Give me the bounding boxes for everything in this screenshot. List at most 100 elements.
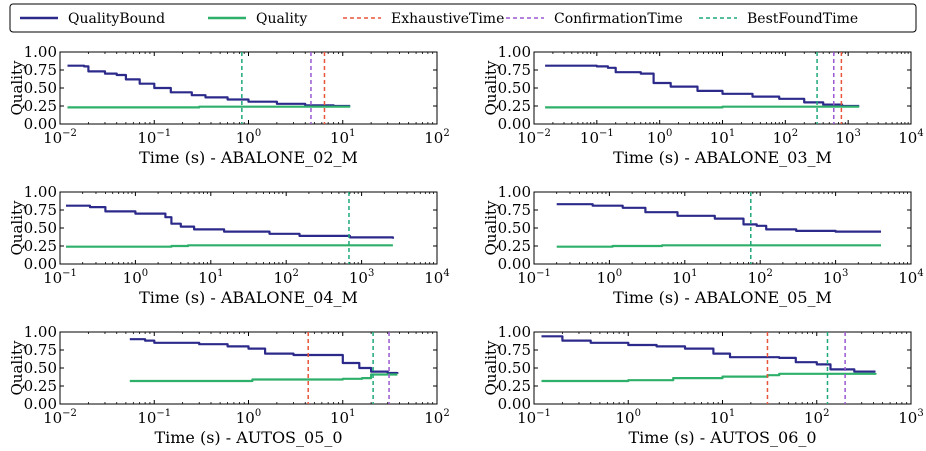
y-tick-label: 0.50 — [498, 359, 531, 377]
y-axis-label: Quality — [482, 60, 500, 116]
y-tick-label: 0.75 — [24, 341, 57, 359]
x-tick-label: 101 — [710, 128, 735, 147]
x-tick-base: 10 — [424, 129, 443, 147]
x-tick-label: 10−1 — [580, 128, 614, 147]
x-tick-exp: 1 — [729, 128, 735, 139]
series-quality — [129, 373, 398, 383]
x-axis-label: Time (s) - AUTOS_06_0 — [628, 428, 816, 447]
legend-label: QualityBound — [68, 11, 165, 27]
x-tick-exp: 3 — [855, 128, 861, 139]
x-tick-base: 10 — [747, 269, 766, 287]
x-tick-base: 10 — [137, 129, 156, 147]
x-axis-label: Time (s) - AUTOS_05_0 — [154, 428, 342, 447]
y-tick-label: 0.25 — [498, 97, 531, 115]
x-tick-exp: −1 — [599, 128, 614, 139]
x-tick-exp: 0 — [666, 128, 672, 139]
x-tick-label: 102 — [747, 268, 772, 287]
x-tick-exp: 3 — [368, 268, 374, 279]
y-tick-label: 0.25 — [498, 377, 531, 395]
y-axis-label: Quality — [482, 340, 500, 396]
plot-frame — [59, 331, 438, 405]
y-tick-label: 0.75 — [24, 201, 57, 219]
y-tick-label: 0.75 — [498, 341, 531, 359]
series-qualitybound — [129, 338, 399, 375]
series-qualitybound — [541, 335, 876, 373]
x-tick-exp: 0 — [255, 128, 261, 139]
x-tick-exp: 4 — [443, 268, 449, 279]
y-tick-label: 0.75 — [498, 61, 531, 79]
x-tick-base: 10 — [823, 269, 842, 287]
series-quality — [541, 372, 877, 383]
x-tick-label: 101 — [710, 408, 735, 427]
x-tick-exp: 0 — [616, 268, 622, 279]
series-quality — [545, 105, 860, 109]
series-quality — [66, 244, 393, 248]
x-tick-exp: 3 — [917, 408, 923, 419]
y-axis-label: Quality — [8, 60, 26, 116]
x-tick-exp: 2 — [792, 128, 798, 139]
y-tick-label: 0.25 — [24, 97, 57, 115]
x-tick-base: 10 — [517, 129, 536, 147]
x-tick-label: 104 — [424, 268, 449, 287]
x-tick-label: 103 — [835, 128, 860, 147]
plot-frame — [533, 191, 912, 265]
x-tick-base: 10 — [43, 129, 62, 147]
x-tick-exp: 0 — [142, 268, 148, 279]
x-tick-label: 100 — [236, 128, 261, 147]
x-tick-exp: 1 — [729, 408, 735, 419]
x-tick-exp: −1 — [536, 268, 551, 279]
y-tick-label: 1.00 — [24, 323, 57, 341]
legend-item-bestfoundtime: BestFoundTime — [699, 11, 858, 27]
x-tick-label: 104 — [898, 128, 923, 147]
x-tick-base: 10 — [773, 129, 792, 147]
y-axis-label: Quality — [8, 200, 26, 256]
y-tick-label: 0.75 — [24, 61, 57, 79]
x-tick-base: 10 — [236, 409, 255, 427]
x-tick-exp: 0 — [255, 408, 261, 419]
x-tick-base: 10 — [597, 269, 616, 287]
y-tick-label: 0.50 — [24, 79, 57, 97]
x-tick-base: 10 — [710, 409, 729, 427]
x-tick-label: 102 — [424, 408, 449, 427]
x-tick-base: 10 — [424, 269, 443, 287]
y-tick-label: 1.00 — [498, 323, 531, 341]
x-tick-base: 10 — [330, 409, 349, 427]
x-axis-label: Time (s) - ABALONE_04_M — [139, 288, 358, 307]
x-tick-exp: −2 — [536, 128, 551, 139]
y-tick-label: 0.50 — [24, 359, 57, 377]
x-tick-base: 10 — [517, 409, 536, 427]
y-tick-label: 0.25 — [24, 377, 57, 395]
x-tick-label: 102 — [424, 128, 449, 147]
x-tick-label: 10−1 — [137, 128, 171, 147]
x-tick-label: 101 — [330, 408, 355, 427]
x-tick-base: 10 — [616, 409, 635, 427]
y-tick-label: 0.00 — [24, 115, 57, 133]
x-tick-exp: 3 — [842, 268, 848, 279]
x-tick-base: 10 — [198, 269, 217, 287]
x-tick-base: 10 — [424, 409, 443, 427]
y-tick-label: 0.50 — [498, 219, 531, 237]
x-tick-base: 10 — [43, 409, 62, 427]
x-tick-label: 100 — [597, 268, 622, 287]
y-tick-label: 0.25 — [498, 237, 531, 255]
x-tick-label: 101 — [330, 128, 355, 147]
y-tick-label: 1.00 — [24, 43, 57, 61]
x-tick-base: 10 — [580, 129, 599, 147]
legend-item-exhaustivetime: ExhaustiveTime — [343, 11, 504, 27]
x-tick-exp: 2 — [823, 408, 829, 419]
x-tick-base: 10 — [898, 409, 917, 427]
y-tick-label: 0.00 — [24, 395, 57, 413]
x-axis-label: Time (s) - ABALONE_02_M — [139, 148, 358, 167]
x-axis-label: Time (s) - ABALONE_05_M — [613, 288, 832, 307]
x-tick-base: 10 — [123, 269, 142, 287]
x-tick-exp: 0 — [635, 408, 641, 419]
x-tick-label: 100 — [236, 408, 261, 427]
x-tick-exp: 4 — [917, 128, 923, 139]
x-tick-exp: 2 — [443, 128, 449, 139]
plot-frame — [59, 51, 438, 125]
x-tick-base: 10 — [330, 129, 349, 147]
